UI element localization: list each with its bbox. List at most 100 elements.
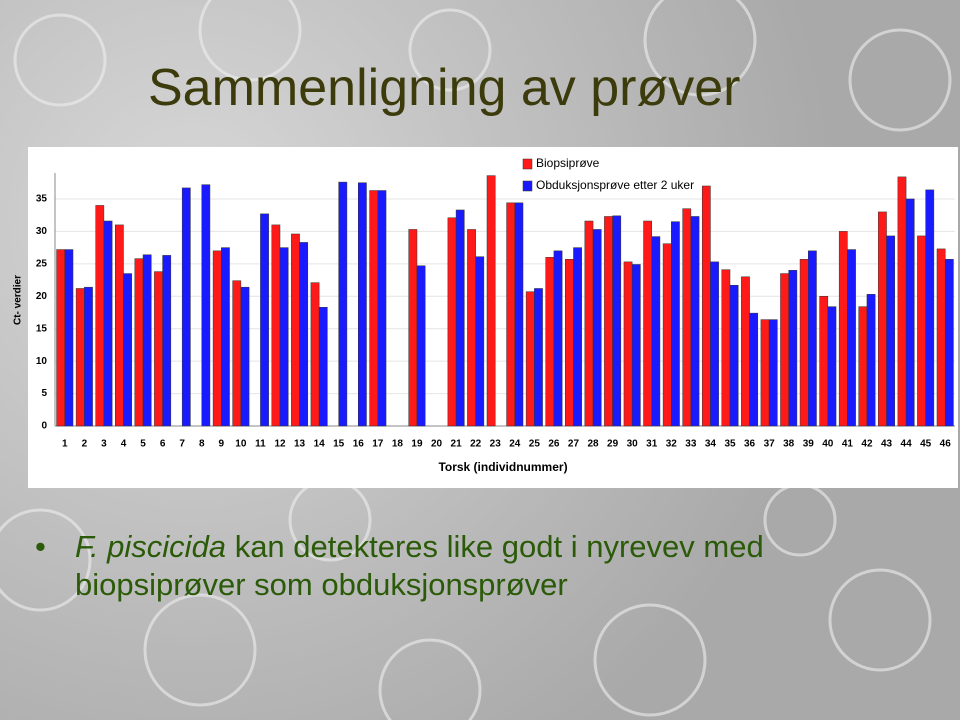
legend-swatch bbox=[522, 158, 533, 170]
bar bbox=[944, 259, 954, 427]
bar bbox=[838, 231, 848, 427]
bar bbox=[212, 250, 222, 427]
bar bbox=[553, 250, 563, 427]
bullet-text: kan detekteres like godt i nyrevev med b… bbox=[75, 529, 764, 602]
x-tick-label: 13 bbox=[294, 439, 306, 450]
bar bbox=[310, 282, 320, 427]
x-axis-label: Torsk (individnummer) bbox=[438, 460, 567, 474]
y-tick-label: 0 bbox=[41, 421, 47, 432]
bar bbox=[358, 182, 367, 427]
legend-label: Obduksjonsprøve etter 2 uker bbox=[536, 178, 694, 192]
bar bbox=[240, 286, 250, 427]
bar bbox=[897, 176, 907, 427]
bar bbox=[291, 233, 300, 427]
x-tick-label: 25 bbox=[529, 439, 541, 450]
x-tick-label: 9 bbox=[219, 439, 225, 450]
bar bbox=[565, 259, 574, 427]
bar bbox=[408, 229, 418, 427]
bar bbox=[682, 208, 692, 427]
bullet-italic: F. piscicida bbox=[75, 529, 227, 564]
y-tick-label: 35 bbox=[36, 194, 48, 205]
bar bbox=[671, 221, 680, 427]
bar bbox=[279, 247, 289, 427]
bar bbox=[142, 254, 152, 427]
bar bbox=[631, 264, 641, 427]
x-tick-label: 38 bbox=[783, 439, 795, 450]
bar bbox=[858, 306, 868, 427]
x-tick-label: 40 bbox=[822, 439, 834, 450]
x-tick-label: 32 bbox=[666, 439, 678, 450]
x-tick-label: 23 bbox=[490, 439, 502, 450]
bar bbox=[604, 216, 613, 427]
bar bbox=[573, 247, 582, 427]
bar bbox=[710, 261, 719, 427]
bar bbox=[455, 209, 465, 427]
y-tick-label: 30 bbox=[36, 226, 48, 237]
bar bbox=[369, 190, 379, 427]
x-tick-label: 28 bbox=[587, 439, 599, 450]
bar bbox=[95, 205, 105, 427]
y-tick-label: 20 bbox=[36, 291, 48, 302]
bar bbox=[788, 270, 798, 427]
bar bbox=[475, 256, 485, 427]
x-tick-label: 46 bbox=[940, 439, 952, 450]
x-tick-label: 30 bbox=[627, 439, 639, 450]
bar bbox=[651, 236, 661, 427]
x-tick-label: 36 bbox=[744, 439, 756, 450]
bar bbox=[768, 319, 778, 427]
bar bbox=[749, 312, 759, 427]
bar bbox=[936, 248, 946, 427]
bar bbox=[878, 211, 887, 427]
x-tick-label: 26 bbox=[548, 439, 560, 450]
bar bbox=[84, 286, 93, 427]
x-tick-label: 37 bbox=[764, 439, 776, 450]
legend-swatch bbox=[522, 180, 533, 192]
x-tick-label: 43 bbox=[881, 439, 893, 450]
bar bbox=[271, 224, 281, 427]
bar bbox=[886, 235, 895, 427]
bar bbox=[917, 235, 926, 427]
x-tick-label: 24 bbox=[509, 439, 521, 450]
bar bbox=[447, 217, 457, 427]
y-tick-label: 10 bbox=[36, 356, 48, 367]
bar bbox=[318, 307, 328, 427]
bar bbox=[154, 271, 163, 427]
bar bbox=[525, 291, 535, 427]
x-tick-label: 15 bbox=[333, 439, 345, 450]
bar bbox=[181, 187, 191, 427]
x-tick-label: 3 bbox=[101, 439, 107, 450]
x-tick-label: 12 bbox=[274, 439, 286, 450]
bar bbox=[925, 189, 935, 427]
bar bbox=[103, 220, 113, 427]
x-tick-label: 20 bbox=[431, 439, 443, 450]
bar bbox=[612, 215, 622, 427]
x-tick-label: 7 bbox=[179, 439, 185, 450]
x-tick-label: 18 bbox=[392, 439, 404, 450]
bar bbox=[866, 294, 876, 427]
bar bbox=[416, 265, 426, 427]
y-tick-label: 25 bbox=[36, 258, 48, 269]
bar bbox=[721, 269, 731, 427]
bar bbox=[623, 261, 633, 427]
x-tick-label: 29 bbox=[607, 439, 619, 450]
bar bbox=[729, 284, 739, 427]
bar bbox=[260, 213, 269, 427]
bar bbox=[221, 247, 230, 427]
bar bbox=[134, 258, 144, 427]
x-tick-label: 8 bbox=[199, 439, 205, 450]
bar bbox=[64, 249, 74, 427]
x-tick-label: 1 bbox=[62, 439, 68, 450]
bar bbox=[701, 185, 711, 427]
bar bbox=[545, 257, 555, 427]
x-tick-label: 33 bbox=[685, 439, 697, 450]
x-tick-label: 17 bbox=[372, 439, 384, 450]
x-tick-label: 27 bbox=[568, 439, 580, 450]
bar bbox=[115, 224, 124, 427]
bar bbox=[123, 273, 132, 427]
bar bbox=[75, 288, 85, 427]
bar bbox=[847, 249, 856, 427]
x-tick-label: 34 bbox=[705, 439, 717, 450]
bar bbox=[827, 306, 837, 427]
bar bbox=[56, 249, 66, 427]
x-tick-label: 10 bbox=[235, 439, 247, 450]
